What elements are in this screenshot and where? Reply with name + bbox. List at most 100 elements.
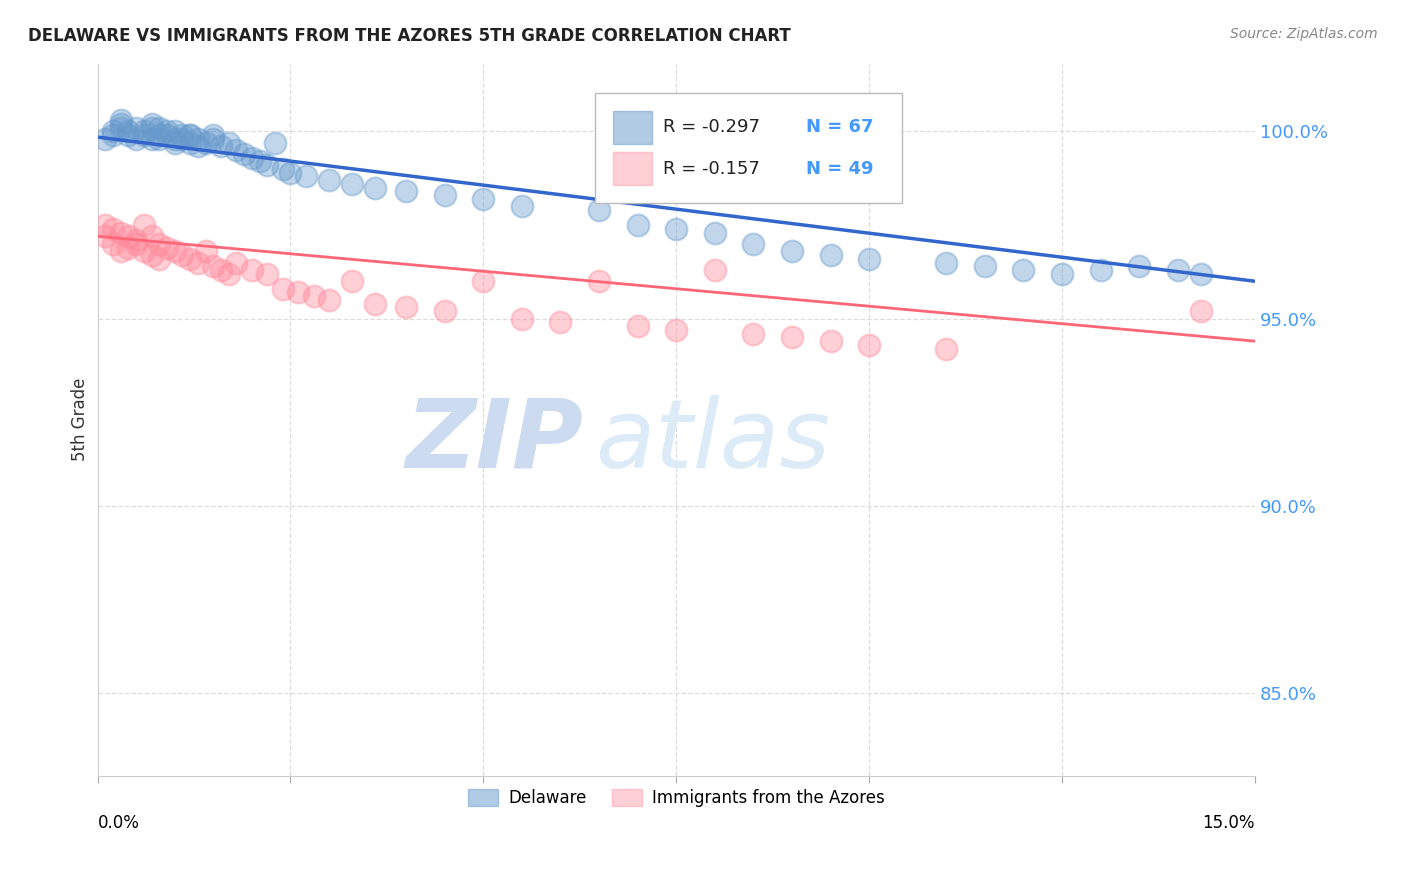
Point xyxy=(172,128,194,143)
Point xyxy=(187,132,209,146)
Point xyxy=(163,136,186,150)
FancyBboxPatch shape xyxy=(613,111,652,144)
Point xyxy=(179,252,201,266)
Point xyxy=(973,259,995,273)
Point xyxy=(132,218,155,232)
Point xyxy=(510,311,533,326)
Point xyxy=(271,282,294,296)
Point xyxy=(1012,263,1035,277)
Point xyxy=(395,185,418,199)
Point xyxy=(132,244,155,259)
Point xyxy=(141,117,163,131)
Point xyxy=(742,326,765,341)
Point xyxy=(550,315,572,329)
Point xyxy=(194,136,217,150)
Text: N = 67: N = 67 xyxy=(806,119,873,136)
Text: 0.0%: 0.0% xyxy=(97,814,139,832)
Point xyxy=(703,226,725,240)
Point xyxy=(340,177,363,191)
Point xyxy=(148,128,170,143)
Point xyxy=(703,263,725,277)
Point xyxy=(225,255,247,269)
Point xyxy=(858,338,880,352)
Point xyxy=(179,128,201,143)
Point xyxy=(820,334,842,348)
Point xyxy=(240,263,263,277)
Point xyxy=(665,222,688,236)
Point xyxy=(364,180,387,194)
Point xyxy=(1050,267,1073,281)
Point xyxy=(141,248,163,262)
Point xyxy=(588,203,610,218)
Point xyxy=(340,274,363,288)
Point xyxy=(364,296,387,310)
Point xyxy=(194,244,217,259)
Point xyxy=(125,233,148,247)
Point xyxy=(295,169,318,184)
Point xyxy=(179,136,201,150)
Point xyxy=(163,124,186,138)
Point xyxy=(187,139,209,153)
Point xyxy=(1128,259,1150,273)
Point xyxy=(156,241,179,255)
Text: DELAWARE VS IMMIGRANTS FROM THE AZORES 5TH GRADE CORRELATION CHART: DELAWARE VS IMMIGRANTS FROM THE AZORES 5… xyxy=(28,27,790,45)
Point xyxy=(218,267,240,281)
Text: atlas: atlas xyxy=(595,394,830,488)
Y-axis label: 5th Grade: 5th Grade xyxy=(72,378,89,461)
Point xyxy=(1189,267,1212,281)
Point xyxy=(472,274,495,288)
Text: R = -0.297: R = -0.297 xyxy=(664,119,761,136)
Point xyxy=(225,143,247,157)
Point xyxy=(1090,263,1112,277)
Point xyxy=(780,330,803,344)
Point xyxy=(233,147,256,161)
Point xyxy=(302,289,325,303)
Point xyxy=(163,132,186,146)
Point xyxy=(156,124,179,138)
FancyBboxPatch shape xyxy=(613,153,652,185)
Point xyxy=(110,226,132,240)
Point xyxy=(110,244,132,259)
Point xyxy=(156,128,179,143)
Point xyxy=(820,248,842,262)
Text: ZIP: ZIP xyxy=(406,394,583,488)
Point xyxy=(202,132,225,146)
Point xyxy=(742,236,765,251)
Text: 15.0%: 15.0% xyxy=(1202,814,1256,832)
Point xyxy=(318,293,340,307)
Point xyxy=(117,128,139,143)
Point xyxy=(209,139,232,153)
Point xyxy=(433,188,456,202)
Point xyxy=(780,244,803,259)
Point xyxy=(117,241,139,255)
Point xyxy=(627,319,650,334)
Point xyxy=(132,124,155,138)
Point xyxy=(94,218,117,232)
Point xyxy=(179,128,201,143)
Point xyxy=(172,132,194,146)
Text: Source: ZipAtlas.com: Source: ZipAtlas.com xyxy=(1230,27,1378,41)
Point xyxy=(141,132,163,146)
Point xyxy=(141,120,163,135)
Point xyxy=(271,161,294,176)
Point xyxy=(395,301,418,315)
Legend: Delaware, Immigrants from the Azores: Delaware, Immigrants from the Azores xyxy=(461,782,891,814)
Point xyxy=(256,267,278,281)
Point xyxy=(125,120,148,135)
Point xyxy=(209,263,232,277)
Text: N = 49: N = 49 xyxy=(806,160,873,178)
Point xyxy=(148,236,170,251)
Point xyxy=(148,132,170,146)
Point xyxy=(588,274,610,288)
Point xyxy=(125,236,148,251)
Point xyxy=(187,255,209,269)
Point xyxy=(94,132,117,146)
Point xyxy=(117,124,139,138)
Point xyxy=(264,136,287,150)
Point xyxy=(510,199,533,213)
Point xyxy=(218,136,240,150)
Point xyxy=(141,229,163,244)
Point xyxy=(101,222,124,236)
Point xyxy=(472,192,495,206)
Point xyxy=(132,128,155,143)
